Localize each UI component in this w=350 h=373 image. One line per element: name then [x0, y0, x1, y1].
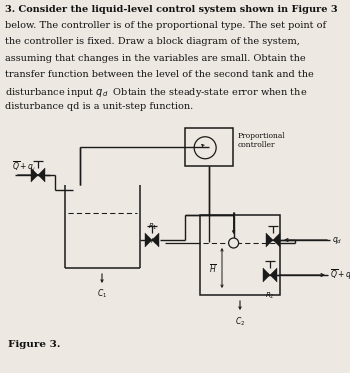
Polygon shape [145, 233, 152, 247]
Text: $q_d$: $q_d$ [332, 235, 342, 245]
Polygon shape [263, 268, 270, 282]
Text: $C_1$: $C_1$ [97, 288, 107, 301]
Text: disturbance qd is a unit-step function.: disturbance qd is a unit-step function. [5, 102, 193, 111]
Polygon shape [31, 168, 38, 182]
Polygon shape [273, 233, 280, 247]
Text: $h_2$: $h_2$ [150, 237, 159, 247]
Text: 3. Consider the liquid-level control system shown in Figure 3: 3. Consider the liquid-level control sys… [5, 5, 338, 14]
Circle shape [229, 238, 239, 248]
Text: $\overline{H}$: $\overline{H}$ [209, 263, 217, 275]
Text: transfer function between the level of the second tank and the: transfer function between the level of t… [5, 70, 314, 79]
Text: below. The controller is of the proportional type. The set point of: below. The controller is of the proporti… [5, 21, 326, 30]
Text: $\overline{Q}+q_o$: $\overline{Q}+q_o$ [330, 267, 350, 282]
Text: Figure 3.: Figure 3. [8, 340, 61, 349]
Text: assuming that changes in the variables are small. Obtain the: assuming that changes in the variables a… [5, 54, 306, 63]
Text: $R_2$: $R_2$ [265, 291, 275, 301]
Text: $C_2$: $C_2$ [235, 316, 245, 329]
Polygon shape [266, 233, 273, 247]
Text: disturbance input $q_d$  Obtain the steady-state error when the: disturbance input $q_d$ Obtain the stead… [5, 86, 307, 99]
Text: the controller is fixed. Draw a block diagram of the system,: the controller is fixed. Draw a block di… [5, 37, 300, 46]
Polygon shape [38, 168, 45, 182]
Text: $\overline{Q}+q_i$: $\overline{Q}+q_i$ [12, 159, 36, 174]
Polygon shape [270, 268, 277, 282]
Polygon shape [152, 233, 159, 247]
Bar [185, 128, 233, 166]
Bar [200, 215, 280, 295]
Text: $R_1$: $R_1$ [148, 222, 158, 232]
Text: Proportional
controller: Proportional controller [238, 132, 286, 149]
